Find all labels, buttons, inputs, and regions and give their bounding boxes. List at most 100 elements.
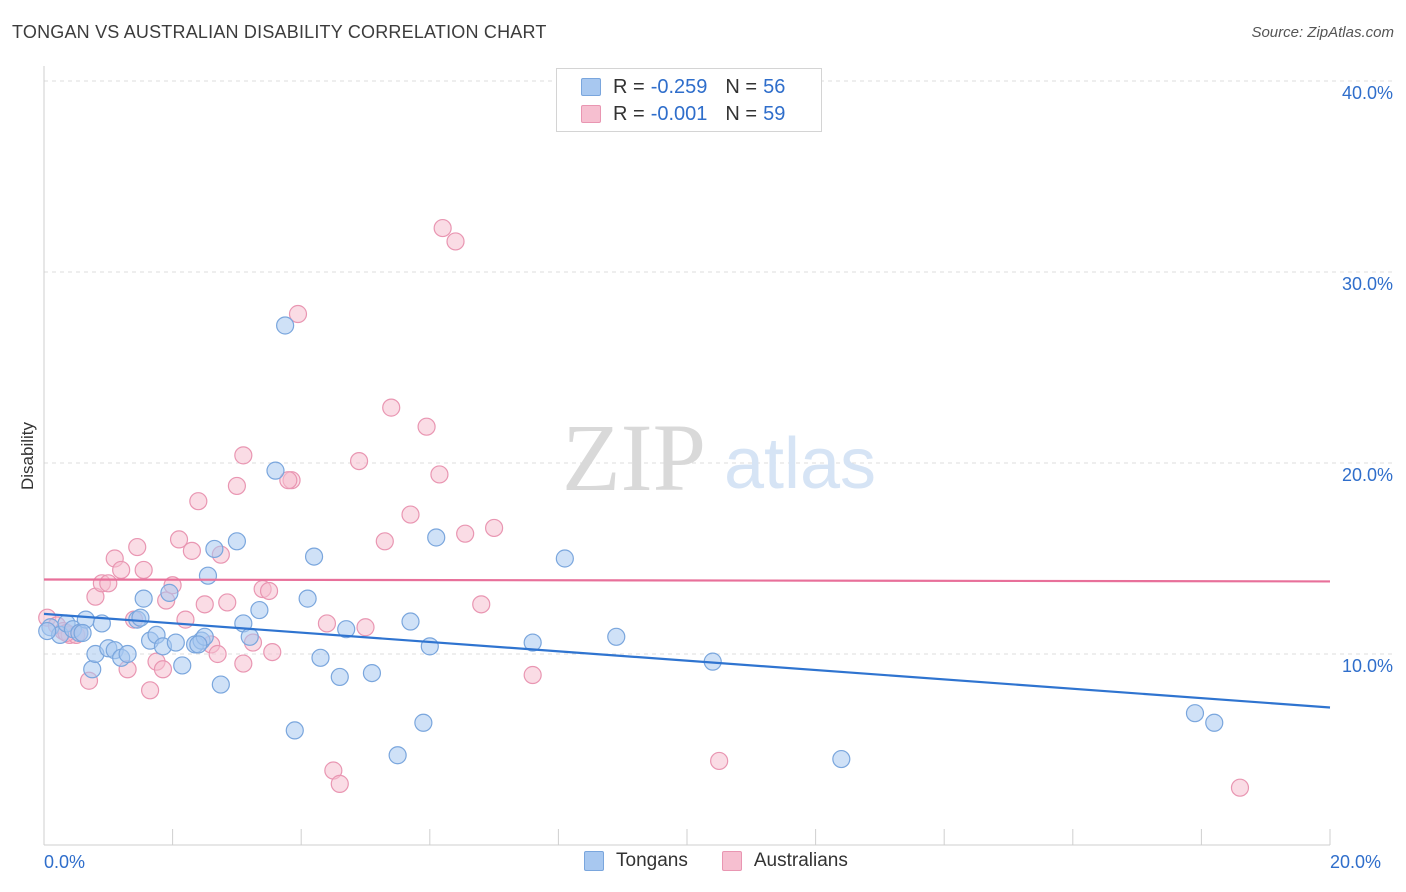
legend-row-australians: R = -0.001 N = 59 (581, 101, 785, 127)
australians-point (134, 560, 153, 580)
data-points (38, 218, 1250, 797)
australians-point (140, 681, 160, 700)
australians-point (288, 304, 308, 324)
legend-item-label: Australians (753, 850, 848, 871)
australians-point (263, 642, 282, 662)
australians-point (1230, 778, 1250, 797)
australians-point (523, 665, 542, 685)
australians-point (485, 518, 504, 538)
tongans-point (198, 566, 218, 585)
y-tick-label: 30.0% (1342, 274, 1393, 294)
australians-point (375, 532, 394, 551)
australians-swatch (581, 105, 601, 123)
australians-point (472, 595, 491, 614)
tongans-point (160, 583, 179, 602)
australians-point (401, 505, 420, 524)
tongans-point (285, 721, 304, 740)
tongans-point (1205, 713, 1224, 732)
australians-point (112, 560, 131, 580)
tongans-point (832, 749, 851, 769)
legend-item-tongans[interactable]: Tongans (584, 850, 688, 872)
australians-point (99, 574, 118, 593)
australians-point (208, 644, 227, 664)
legend-r-label: R = (613, 75, 645, 98)
australians-point (153, 660, 173, 679)
tongans-point (276, 316, 295, 335)
australians-point (349, 451, 369, 471)
correlation-legend: R = -0.259 N = 56 R = -0.001 N = 59 (556, 68, 822, 132)
tongans-point (134, 589, 153, 608)
australians-point (417, 417, 436, 436)
tongans-point (1185, 704, 1205, 723)
australians-point (195, 595, 214, 614)
legend-r-label: R = (613, 102, 645, 125)
svg-text:atlas: atlas (724, 424, 876, 504)
australians-point (446, 232, 465, 251)
australians-point (456, 524, 475, 543)
chart-title: TONGAN VS AUSTRALIAN DISABILITY CORRELAT… (12, 22, 547, 42)
australians-point (433, 218, 452, 238)
tongans-swatch (581, 78, 601, 96)
tongans-point (298, 589, 317, 608)
tongans-point (523, 633, 542, 652)
legend-r-value: -0.001 (650, 102, 708, 125)
legend-n-label: N = (725, 75, 758, 98)
australians-point (279, 471, 298, 490)
watermark: ZIP atlas (562, 404, 876, 511)
tongans-point (555, 549, 574, 568)
tongans-point (401, 612, 420, 631)
x-axis-max-label: 20.0% (1330, 852, 1382, 872)
australians-swatch (721, 851, 742, 871)
australians-point (356, 618, 375, 637)
tongans-point (38, 621, 57, 641)
series-legend: Tongans Australians (584, 850, 882, 872)
australians-point (169, 530, 189, 549)
tongans-point (414, 713, 433, 732)
trend-lines (43, 578, 1331, 709)
grid (44, 80, 1394, 655)
australians-point (234, 446, 253, 465)
chart-source: Source: ZipAtlas.com (1251, 24, 1394, 41)
tongans-point (131, 608, 150, 627)
tongans-point (205, 539, 224, 559)
australians-point (128, 537, 147, 557)
legend-n-value: 59 (763, 102, 786, 125)
tongans-point (250, 600, 269, 620)
y-tick-label: 20.0% (1342, 465, 1393, 485)
tongans-point (240, 627, 259, 646)
tongans-point (304, 547, 324, 566)
australians-point (382, 398, 401, 417)
australians-trend-line (43, 578, 1331, 583)
svg-text:ZIP: ZIP (562, 404, 706, 511)
x-axis-min-label: 0.0% (44, 852, 86, 872)
y-tick-label: 10.0% (1342, 656, 1393, 676)
legend-item-label: Tongans (616, 850, 688, 871)
tongans-point (118, 644, 137, 664)
tongans-point (311, 648, 330, 667)
tongans-trend-line (43, 612, 1331, 709)
tongans-point (388, 746, 407, 765)
y-tick-label: 40.0% (1342, 83, 1393, 103)
australians-point (259, 581, 279, 601)
tongans-point (83, 660, 102, 679)
axes (43, 66, 1331, 846)
y-tick-labels: 10.0% 20.0% 30.0% 40.0% (1342, 83, 1393, 676)
tongans-point (420, 637, 439, 656)
australians-point (227, 476, 246, 496)
australians-point (182, 541, 201, 560)
tongans-point (362, 663, 382, 683)
tongans-point (427, 528, 446, 547)
tongans-point (166, 633, 185, 652)
tongans-point (337, 620, 356, 639)
tongans-point (211, 675, 230, 694)
legend-item-australians[interactable]: Australians (721, 850, 848, 872)
legend-r-value: -0.259 (650, 75, 708, 98)
tongans-swatch (584, 851, 604, 871)
australians-point (234, 654, 253, 673)
tongans-point (266, 461, 285, 480)
tongans-point (73, 623, 92, 643)
legend-n-label: N = (725, 102, 758, 125)
australians-point (330, 774, 349, 793)
tongans-point (173, 656, 192, 675)
